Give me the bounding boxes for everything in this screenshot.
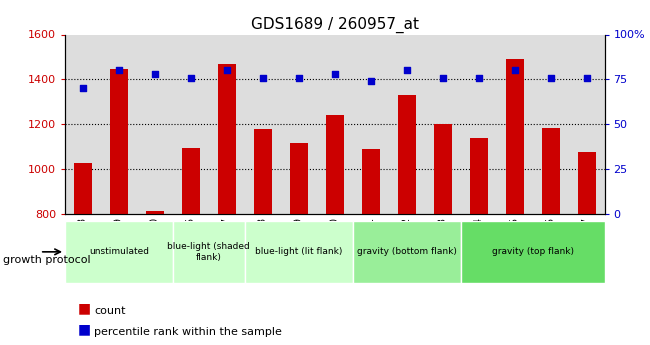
Point bbox=[437, 75, 448, 80]
FancyBboxPatch shape bbox=[245, 221, 353, 283]
FancyBboxPatch shape bbox=[353, 221, 461, 283]
Bar bbox=[361, 149, 380, 214]
Point bbox=[114, 68, 124, 73]
Point bbox=[510, 68, 520, 73]
Text: count: count bbox=[94, 306, 125, 316]
Point bbox=[222, 68, 232, 73]
Bar bbox=[326, 115, 344, 214]
Text: blue-light (shaded
flank): blue-light (shaded flank) bbox=[168, 242, 250, 262]
Bar bbox=[506, 59, 524, 214]
Text: ■: ■ bbox=[78, 301, 91, 315]
Point bbox=[473, 75, 484, 80]
Title: GDS1689 / 260957_at: GDS1689 / 260957_at bbox=[251, 17, 419, 33]
Text: percentile rank within the sample: percentile rank within the sample bbox=[94, 327, 282, 337]
Point bbox=[150, 71, 160, 77]
Point bbox=[294, 75, 304, 80]
Text: gravity (top flank): gravity (top flank) bbox=[491, 247, 573, 256]
Bar bbox=[470, 138, 488, 214]
Bar bbox=[218, 64, 236, 214]
Point bbox=[78, 86, 88, 91]
Bar bbox=[577, 152, 595, 214]
Text: unstimulated: unstimulated bbox=[89, 247, 149, 256]
Bar bbox=[290, 143, 308, 214]
Point bbox=[257, 75, 268, 80]
Point bbox=[581, 75, 592, 80]
Point bbox=[545, 75, 556, 80]
Bar bbox=[110, 69, 128, 214]
Bar bbox=[398, 95, 416, 214]
Text: growth protocol: growth protocol bbox=[3, 256, 91, 265]
Bar bbox=[146, 210, 164, 214]
Point bbox=[330, 71, 340, 77]
Point bbox=[365, 78, 376, 84]
Bar bbox=[254, 129, 272, 214]
Point bbox=[186, 75, 196, 80]
FancyBboxPatch shape bbox=[173, 221, 245, 283]
Point bbox=[402, 68, 412, 73]
Text: blue-light (lit flank): blue-light (lit flank) bbox=[255, 247, 343, 256]
Bar bbox=[182, 148, 200, 214]
Bar bbox=[74, 164, 92, 214]
Text: ■: ■ bbox=[78, 322, 91, 336]
Text: gravity (bottom flank): gravity (bottom flank) bbox=[357, 247, 456, 256]
Bar bbox=[434, 124, 452, 214]
Bar bbox=[541, 128, 560, 214]
FancyBboxPatch shape bbox=[461, 221, 604, 283]
FancyBboxPatch shape bbox=[65, 221, 173, 283]
